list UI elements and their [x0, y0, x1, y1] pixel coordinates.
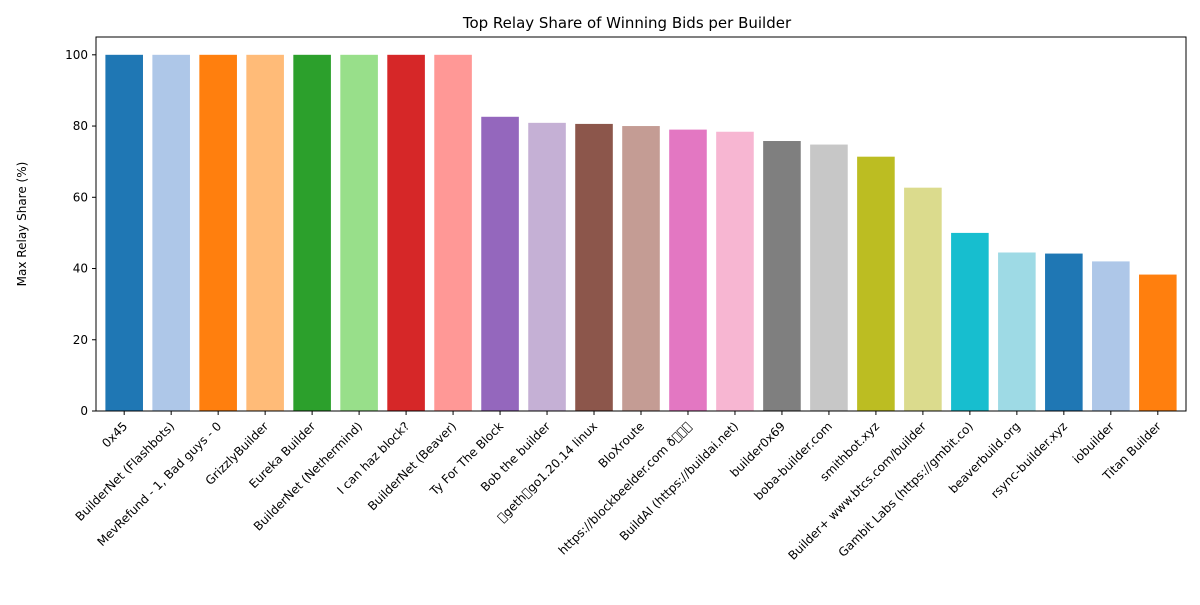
bar — [622, 126, 660, 412]
y-tick-label: 100 — [65, 48, 88, 62]
bar — [246, 54, 284, 412]
y-tick-label: 80 — [73, 119, 88, 133]
x-tick-label: 0x45 — [99, 419, 130, 450]
bar — [105, 54, 143, 412]
bar — [528, 122, 566, 411]
bar — [669, 129, 707, 411]
y-tick-label: 0 — [80, 404, 88, 418]
bar — [951, 232, 989, 411]
bar — [152, 54, 190, 412]
x-tick-label: boba-builder.com — [751, 419, 835, 503]
y-tick-label: 40 — [73, 262, 88, 276]
bars-group — [105, 54, 1177, 412]
x-tick-label:  geth go1.20.14 linux — [495, 419, 601, 525]
bar — [387, 54, 425, 412]
bar — [810, 144, 848, 411]
bar — [1045, 253, 1083, 411]
x-tick-label: iobuilder — [1070, 419, 1117, 466]
bar — [998, 252, 1036, 411]
bar — [763, 141, 801, 411]
plot-area-frame — [95, 36, 1187, 412]
y-tick-label: 20 — [73, 333, 88, 347]
y-axis: 0 20 40 60 80 100 — [65, 48, 96, 418]
bar — [481, 116, 519, 411]
x-tick-label: BuilderNet (Beaver) — [365, 419, 459, 513]
bar — [716, 131, 754, 411]
bar — [857, 156, 895, 411]
y-tick-label: 60 — [73, 190, 88, 204]
bar — [293, 54, 331, 412]
bar — [199, 54, 237, 412]
bar — [904, 187, 942, 411]
chart-title: Top Relay Share of Winning Bids per Buil… — [462, 14, 792, 32]
bar — [434, 54, 472, 412]
bar — [1092, 261, 1130, 411]
bar — [340, 54, 378, 412]
y-axis-label: Max Relay Share (%) — [15, 162, 29, 287]
bar — [1139, 274, 1177, 411]
bar — [575, 123, 613, 412]
